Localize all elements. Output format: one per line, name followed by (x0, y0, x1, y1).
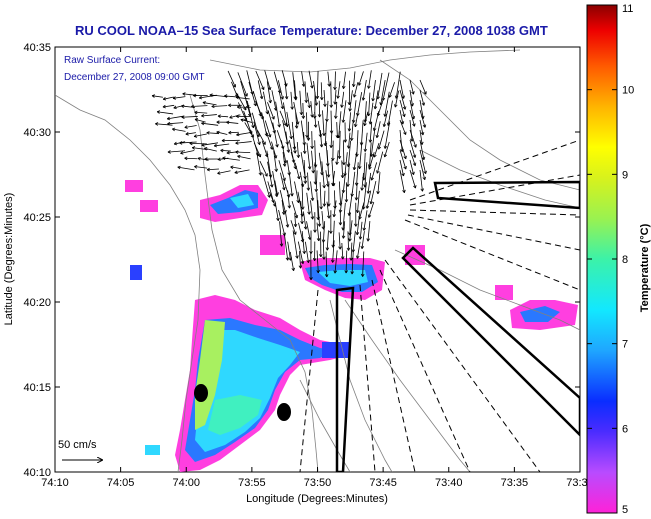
x-tick-label: 74:10 (41, 477, 69, 489)
colorbar-tick-label: 6 (622, 423, 628, 435)
x-tick-label: 74:00 (172, 477, 200, 489)
map-contents (55, 49, 580, 472)
sst-field (125, 180, 578, 472)
annotation-line1: Raw Surface Current: (64, 55, 160, 66)
colorbar-tick-label: 5 (622, 504, 628, 516)
y-tick-label: 40:20 (23, 297, 51, 309)
x-tick-label: 73:55 (238, 477, 266, 489)
y-tick-label: 40:30 (23, 127, 51, 139)
x-tick-label: 73:45 (369, 477, 397, 489)
colorbar-tick-label: 9 (622, 169, 628, 181)
chart-title: RU COOL NOAA–15 Sea Surface Temperature:… (75, 23, 548, 38)
scale-arrow-label: 50 cm/s (58, 439, 97, 451)
boundary-polygons (335, 180, 580, 472)
y-tick-label: 40:15 (23, 382, 51, 394)
radial-dashed-lines (299, 139, 580, 472)
colorbar-ticks: 11 10 9 8 7 6 5 (587, 3, 634, 516)
x-tick-label: 73:50 (304, 477, 332, 489)
colorbar-tick-label: 10 (622, 85, 634, 97)
station-marker (194, 384, 208, 402)
y-tick-label: 40:35 (23, 42, 51, 54)
y-axis-ticks: 40:35 40:30 40:25 40:20 40:15 40:10 (23, 42, 580, 479)
colorbar-tick-label: 8 (622, 254, 628, 266)
x-tick-label: 74:05 (107, 477, 135, 489)
y-axis-label: Latitude (Degrees:Minutes) (3, 193, 15, 326)
y-tick-label: 40:25 (23, 212, 51, 224)
y-tick-label: 40:10 (23, 467, 51, 479)
x-tick-label: 73:35 (501, 477, 529, 489)
x-axis-ticks: 74:10 74:05 74:00 73:55 73:50 73:45 73:40 73:35… (41, 47, 594, 489)
station-marker (277, 403, 291, 421)
colorbar-tick-label: 7 (622, 339, 628, 351)
colorbar-tick-label: 11 (622, 3, 633, 15)
current-vectors (151, 70, 427, 281)
annotation-line2: December 27, 2008 09:00 GMT (64, 72, 205, 83)
x-axis-label: Longitude (Degrees:Minutes) (246, 493, 388, 505)
colorbar-label: Temperature (°C) (639, 223, 651, 312)
x-tick-label: 73:40 (435, 477, 463, 489)
